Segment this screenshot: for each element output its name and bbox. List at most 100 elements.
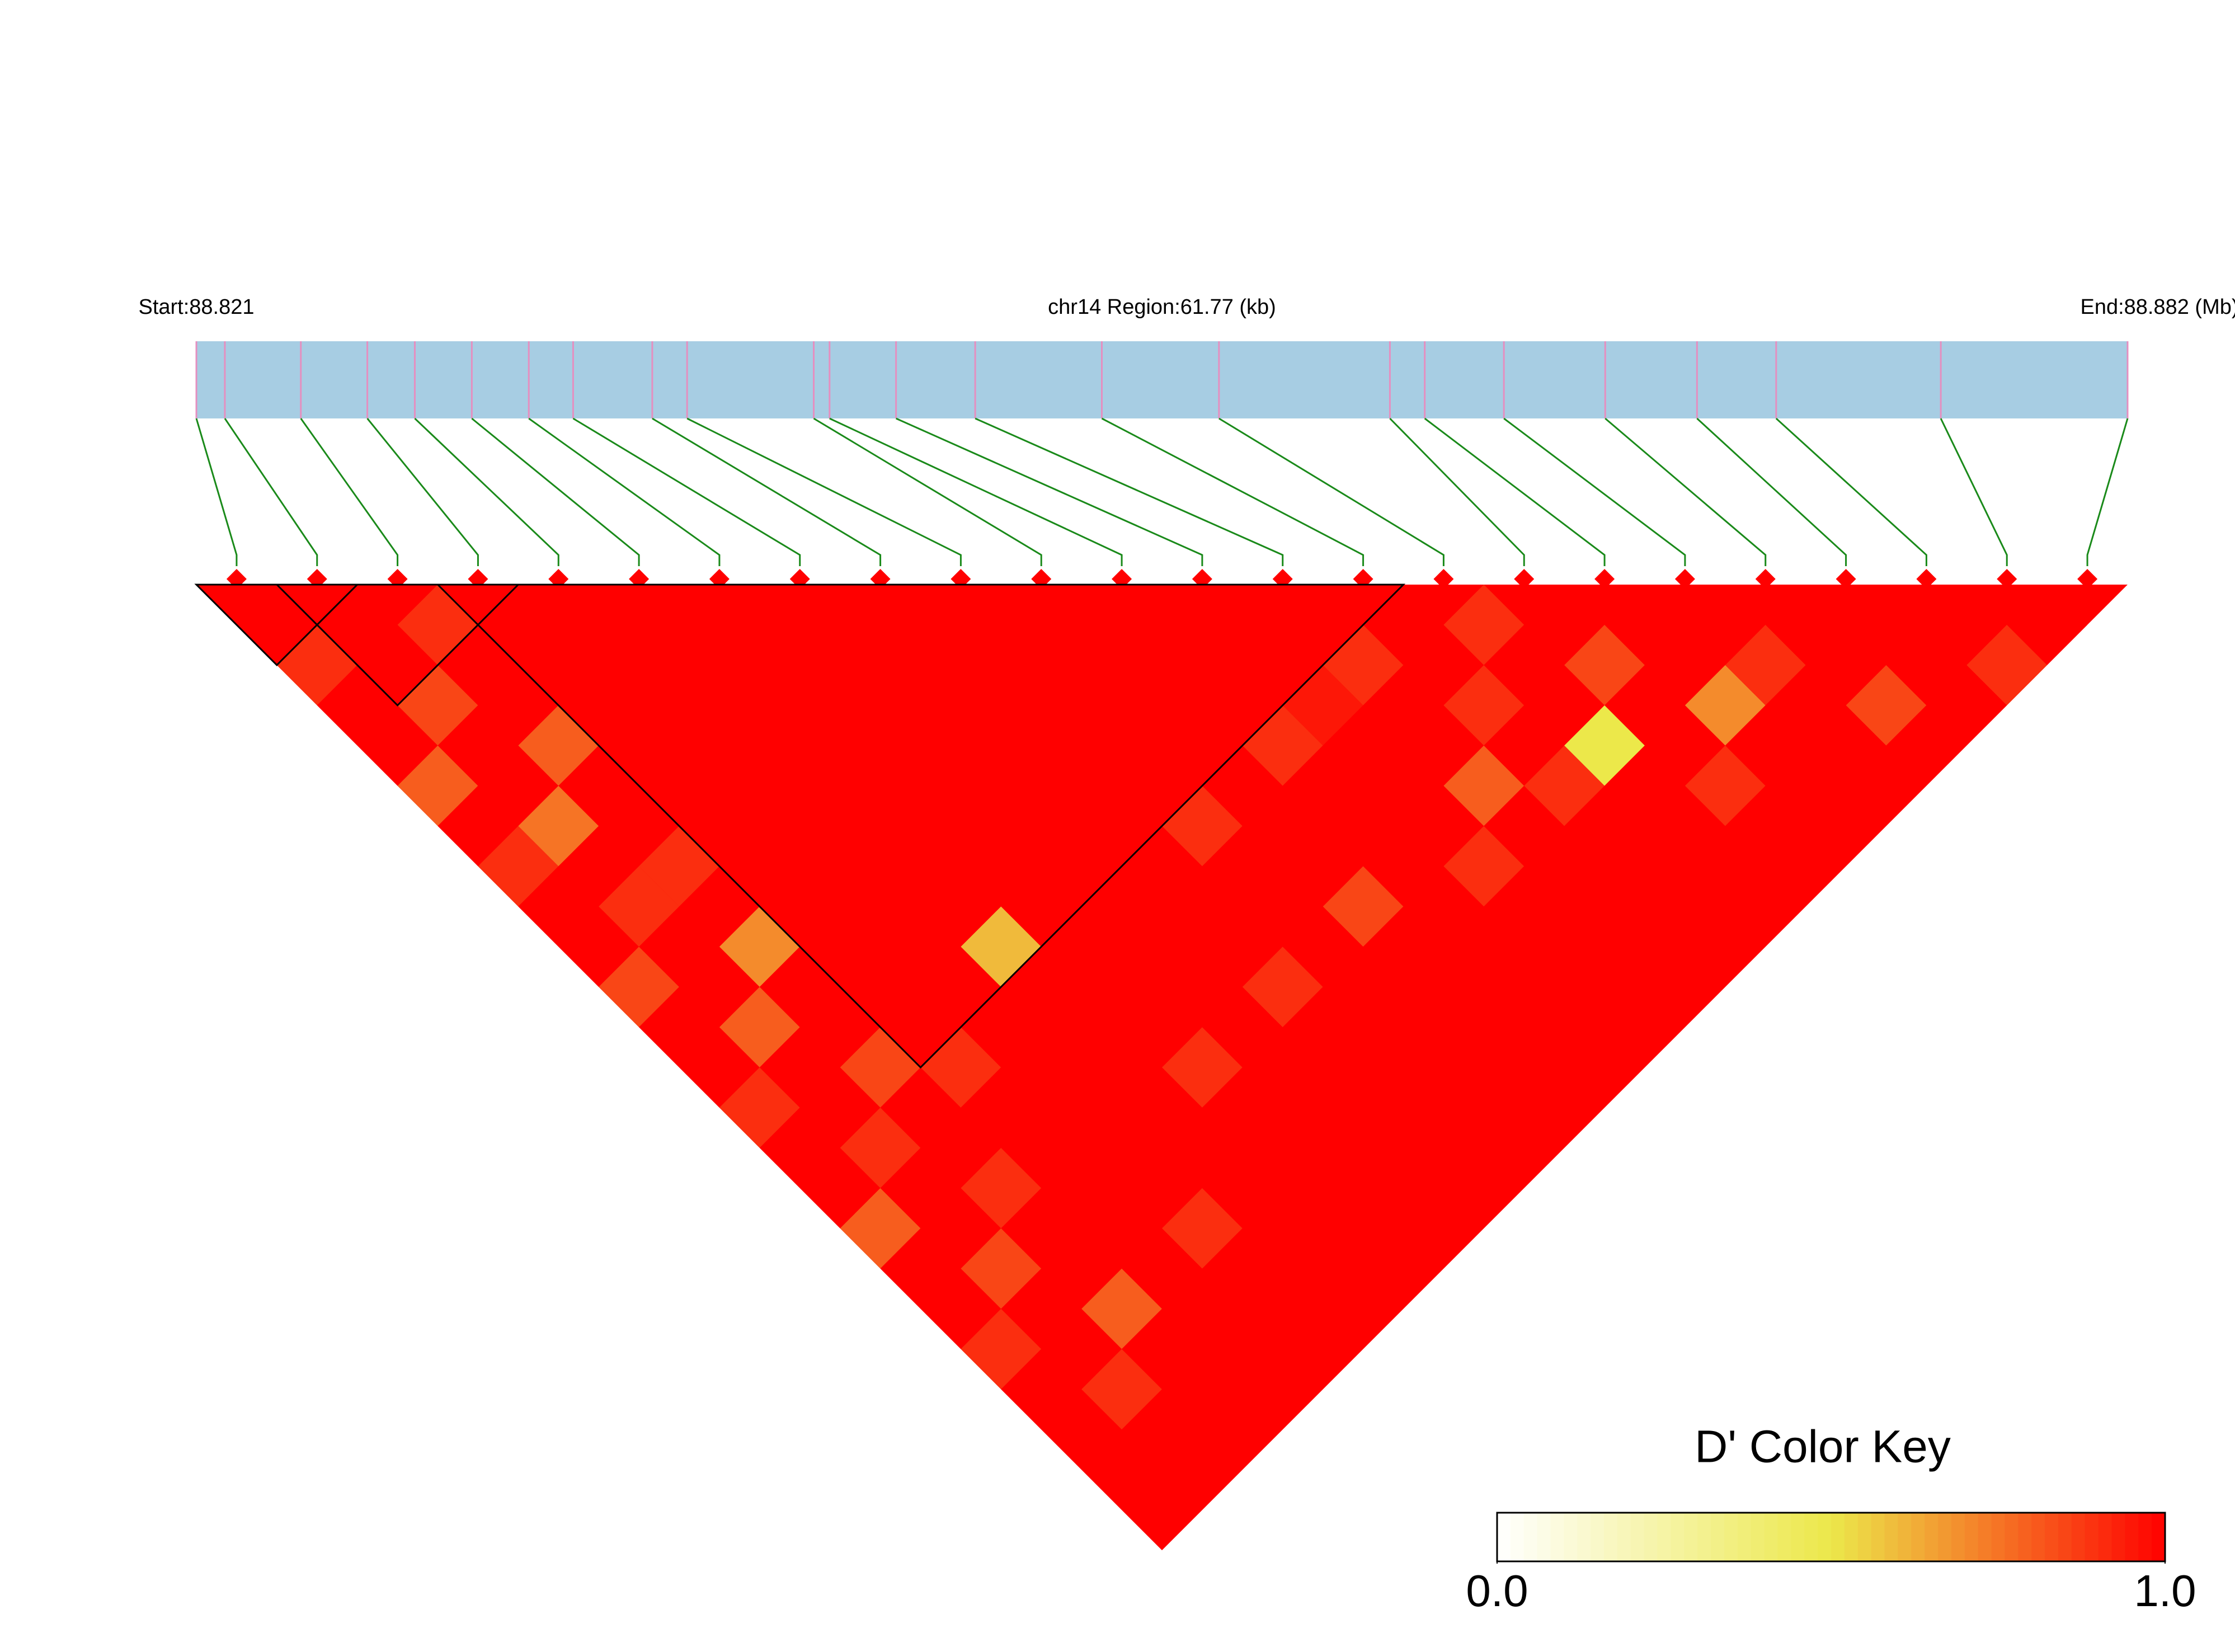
- snp-diamond: [1755, 569, 1776, 589]
- ld-cell: [1363, 1147, 1444, 1229]
- key-swatch: [1497, 1513, 1511, 1561]
- key-swatch: [1751, 1513, 1765, 1561]
- key-swatch: [1724, 1513, 1738, 1561]
- ld-block: [435, 583, 1406, 1069]
- ld-cell: [1645, 785, 1725, 867]
- ld-cell: [639, 665, 719, 746]
- ld-cell: [1122, 1389, 1202, 1470]
- ld-cell: [518, 866, 599, 947]
- ld-cell: [1363, 585, 1444, 665]
- ld-cell: [840, 1188, 921, 1269]
- key-swatch: [2098, 1513, 2112, 1561]
- ld-cell: [1685, 745, 1766, 826]
- ld-cell: [759, 705, 840, 786]
- key-swatch: [1550, 1513, 1565, 1561]
- key-swatch: [1564, 1513, 1578, 1561]
- ld-cell: [1041, 1147, 1122, 1229]
- snp-connector: [1775, 417, 1927, 566]
- ld-cell: [961, 585, 1042, 665]
- ld-cell: [1685, 826, 1766, 907]
- snp-diamond: [1674, 569, 1695, 589]
- ld-cell: [1725, 624, 1806, 705]
- ld-cell: [1202, 1067, 1283, 1148]
- ld-cell: [1001, 705, 1082, 786]
- key-swatch: [2018, 1513, 2032, 1561]
- region-title: chr14 Region:61.77 (kb): [1048, 295, 1276, 319]
- ld-cell: [1242, 1188, 1323, 1269]
- snp-connector: [195, 418, 238, 566]
- ld-cell: [1846, 585, 1927, 665]
- ld-cell: [1202, 1228, 1283, 1309]
- ld-cell: [759, 1027, 840, 1108]
- ld-cell: [920, 785, 1001, 867]
- ld-cell: [1443, 665, 1524, 746]
- key-swatch: [1818, 1513, 1832, 1561]
- snp-connector: [471, 417, 640, 566]
- key-swatch: [1831, 1513, 1845, 1561]
- region-bar: [196, 341, 2128, 418]
- ld-cell: [1081, 947, 1162, 1028]
- key-swatch: [1844, 1513, 1858, 1561]
- ld-cell: [1725, 705, 1806, 786]
- ld-cell: [1363, 745, 1444, 826]
- snp-connector: [300, 418, 399, 566]
- ld-cell: [518, 785, 599, 867]
- ld-cell: [1081, 705, 1162, 786]
- ld-cell: [1605, 665, 1685, 746]
- ld-cell: [1645, 947, 1725, 1028]
- ld-cell: [759, 785, 840, 867]
- snp-connector: [2086, 418, 2129, 566]
- ld-cell: [1122, 745, 1202, 826]
- ld-cell: [1001, 624, 1082, 705]
- key-swatch: [2138, 1513, 2153, 1561]
- ld-cell: [1081, 1429, 1162, 1510]
- key-swatch: [1737, 1513, 1752, 1561]
- key-swatch: [1657, 1513, 1672, 1561]
- ld-cell: [759, 1107, 840, 1188]
- ld-cell: [1605, 906, 1685, 987]
- snp-connector: [366, 418, 479, 566]
- ld-cell: [1605, 745, 1685, 826]
- ld-cell: [961, 1309, 1042, 1390]
- snp-connector: [829, 417, 1123, 566]
- ld-cell: [1242, 1027, 1323, 1108]
- ld-cell: [1081, 1027, 1162, 1108]
- ld-cell: [1081, 624, 1162, 705]
- ld-cell: [1605, 826, 1685, 907]
- snp-connector: [1605, 417, 1767, 566]
- key-swatch: [1630, 1513, 1645, 1561]
- ld-cell: [1564, 866, 1645, 947]
- ld-cell: [1323, 947, 1404, 1028]
- ld-cell: [1966, 624, 2048, 705]
- ld-cell: [2007, 585, 2088, 665]
- key-tick-label: 0.0: [1466, 1566, 1528, 1616]
- ld-cell: [1202, 1147, 1283, 1229]
- ld-cell: [1081, 1188, 1162, 1269]
- ld-cell: [1524, 1067, 1605, 1148]
- ld-cell: [1443, 906, 1524, 987]
- ld-cell: [1162, 1268, 1243, 1349]
- ld-cell: [357, 705, 438, 786]
- ld-cell: [1443, 745, 1524, 826]
- ld-cell: [1202, 1389, 1283, 1470]
- key-swatch: [1537, 1513, 1551, 1561]
- ld-cell: [599, 624, 679, 705]
- ld-cell: [1242, 785, 1323, 867]
- snp-diamond: [2077, 569, 2098, 589]
- ld-cell: [1484, 866, 1565, 947]
- key-swatch: [1617, 1513, 1631, 1561]
- ld-cell: [1122, 1309, 1202, 1390]
- key-swatch: [1577, 1513, 1592, 1561]
- ld-cell: [1323, 1188, 1404, 1269]
- ld-cell: [1685, 906, 1766, 987]
- ld-cell: [1202, 665, 1283, 746]
- ld-cell: [1001, 1188, 1082, 1269]
- ld-cell: [961, 1228, 1042, 1309]
- key-frame: [1496, 1512, 2166, 1562]
- ld-cell: [1242, 866, 1323, 947]
- ld-cell: [1162, 785, 1243, 867]
- ld-cell: [719, 585, 800, 665]
- ld-cell: [840, 624, 921, 705]
- snp-connector: [896, 417, 1203, 566]
